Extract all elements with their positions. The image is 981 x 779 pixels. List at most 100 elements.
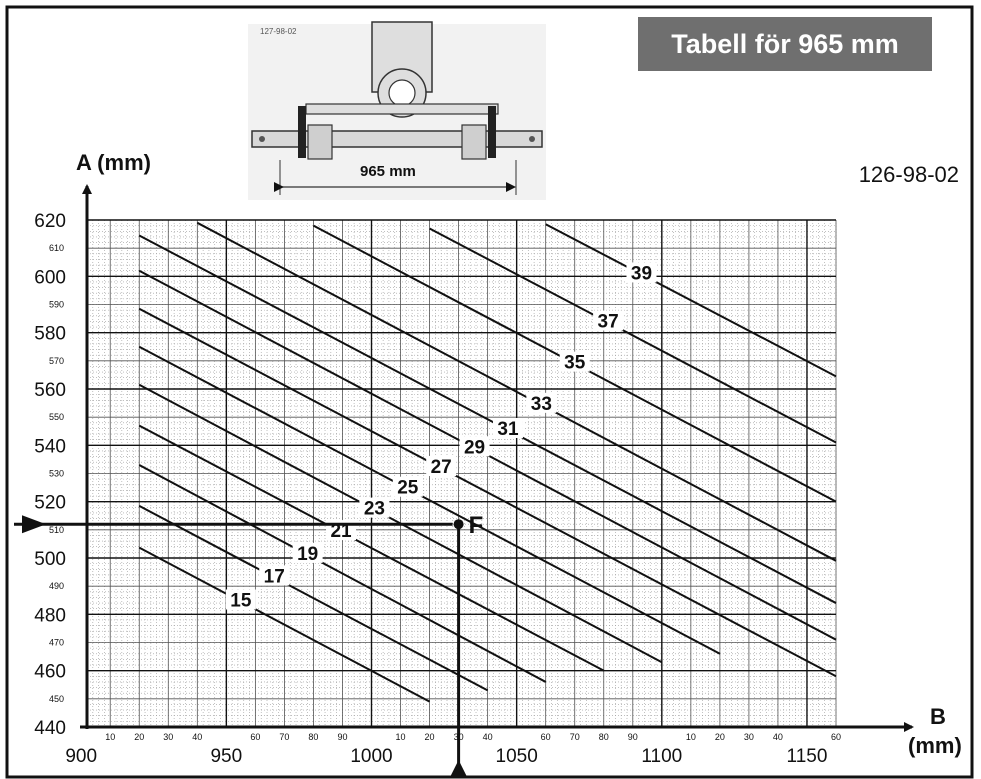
- x-minor-tick-label: 20: [715, 732, 725, 742]
- x-major-tick-label: 1050: [496, 746, 538, 767]
- x-minor-tick-label: 20: [134, 732, 144, 742]
- series-line-31: [138, 234, 837, 604]
- series-line-37: [429, 227, 837, 444]
- x-minor-tick-label: 10: [396, 732, 406, 742]
- x-minor-tick-label: 60: [831, 732, 841, 742]
- x-major-tick-label: 900: [65, 746, 97, 767]
- series-label-19: 19: [297, 544, 318, 565]
- y-axis-title: A (mm): [76, 150, 151, 175]
- series-label-bg: [359, 497, 390, 518]
- x-minor-tick-label: 70: [570, 732, 580, 742]
- y-major-tick-label: 500: [34, 549, 66, 570]
- series-label-35: 35: [564, 353, 586, 374]
- series-label-bg: [492, 418, 523, 439]
- y-major-tick-label: 620: [34, 211, 66, 232]
- x-minor-tick-label: 30: [163, 732, 173, 742]
- x-axis-title-line1: B: [930, 704, 946, 729]
- x-minor-tick-label: 10: [105, 732, 115, 742]
- series-label-bg: [459, 436, 490, 457]
- series-label-bg: [225, 589, 256, 610]
- x-minor-tick-label: 40: [192, 732, 202, 742]
- series-label-29: 29: [464, 437, 485, 458]
- y-minor-tick-label: 530: [49, 469, 64, 479]
- chart-title: Tabell för 965 mm: [638, 17, 932, 71]
- series-line-25: [138, 345, 721, 655]
- series-label-23: 23: [364, 499, 385, 520]
- x-major-tick-label: 1150: [787, 746, 828, 767]
- x-minor-tick-label: 40: [483, 732, 493, 742]
- x-minor-tick-label: 90: [337, 732, 347, 742]
- x-axis-title-line2: (mm): [908, 733, 962, 758]
- x-minor-tick-label: 60: [250, 732, 260, 742]
- y-major-tick-label: 460: [34, 662, 66, 683]
- series-label-bg: [292, 542, 323, 563]
- horizontal-arrow-icon: [22, 515, 46, 534]
- x-minor-tick-label: 10: [686, 732, 696, 742]
- y-minor-tick-label: 490: [49, 581, 64, 591]
- axle-illustration: [248, 21, 546, 200]
- series-label-bg: [526, 392, 557, 413]
- x-minor-tick-label: 90: [628, 732, 638, 742]
- x-minor-tick-label: 30: [744, 732, 754, 742]
- series-label-17: 17: [264, 566, 285, 587]
- reading-example: F: [14, 512, 483, 778]
- series-label-bg: [392, 476, 423, 497]
- series-label-bg: [593, 310, 624, 331]
- series-label-25: 25: [397, 478, 419, 499]
- series-label-21: 21: [330, 521, 352, 542]
- y-major-tick-label: 600: [34, 267, 66, 288]
- x-major-tick-label: 1000: [350, 746, 392, 767]
- series-line-21: [138, 424, 605, 672]
- document-code: 126-98-02: [858, 162, 959, 187]
- chart-grid: [87, 219, 837, 728]
- x-minor-tick-label: 70: [279, 732, 289, 742]
- series-line-15: [138, 546, 431, 703]
- x-major-tick-label: 1100: [641, 746, 682, 767]
- reading-point: [453, 519, 464, 530]
- series-label-33: 33: [531, 394, 552, 415]
- y-minor-tick-label: 610: [49, 243, 64, 253]
- series-label-bg: [626, 262, 657, 283]
- x-minor-tick-label: 80: [308, 732, 318, 742]
- series-lines: [138, 221, 837, 703]
- series-line-39: [545, 223, 837, 378]
- tick-labels: 900 950 1000 1050 1100 1150 10 20 30 40 60 70 80 90 10…: [34, 211, 841, 767]
- chart-axes: [80, 184, 914, 732]
- series-label-bg: [259, 565, 290, 586]
- series-line-17: [138, 505, 489, 692]
- y-major-tick-label: 560: [34, 380, 66, 401]
- y-minor-tick-label: 510: [49, 525, 64, 535]
- x-minor-tick-label: 20: [425, 732, 435, 742]
- y-major-tick-label: 440: [34, 718, 66, 739]
- x-minor-tick-label: 80: [599, 732, 609, 742]
- y-minor-tick-label: 570: [49, 356, 64, 366]
- x-minor-tick-label: 40: [773, 732, 783, 742]
- series-label-27: 27: [431, 457, 452, 478]
- illustration-code: 127-98-02: [260, 27, 297, 36]
- series-label-15: 15: [230, 591, 252, 612]
- y-minor-tick-label: 590: [49, 300, 64, 310]
- y-minor-tick-label: 550: [49, 412, 64, 422]
- series-line-27: [138, 307, 837, 678]
- y-major-tick-label: 540: [34, 436, 66, 457]
- y-major-tick-label: 520: [34, 493, 66, 514]
- series-label-31: 31: [497, 419, 519, 440]
- y-major-tick-label: 480: [34, 605, 66, 626]
- series-labels: 15 17 19 21 23 25 27 29 31 33 35 37 39: [225, 262, 657, 612]
- y-minor-tick-label: 470: [49, 638, 64, 648]
- annotation-label: F: [469, 512, 484, 539]
- series-line-19: [138, 464, 547, 683]
- vertical-arrow-icon: [449, 760, 468, 778]
- series-line-33: [196, 221, 837, 562]
- page-border: [5, 5, 974, 779]
- y-minor-tick-label: 450: [49, 694, 64, 704]
- series-label-37: 37: [598, 311, 619, 332]
- width-label: 965 mm: [360, 163, 416, 180]
- x-minor-tick-label: 60: [541, 732, 551, 742]
- y-major-tick-label: 580: [34, 324, 66, 345]
- series-label-bg: [426, 456, 457, 477]
- series-label-39: 39: [631, 263, 652, 284]
- series-label-bg: [559, 351, 590, 372]
- x-major-tick-label: 950: [210, 746, 242, 767]
